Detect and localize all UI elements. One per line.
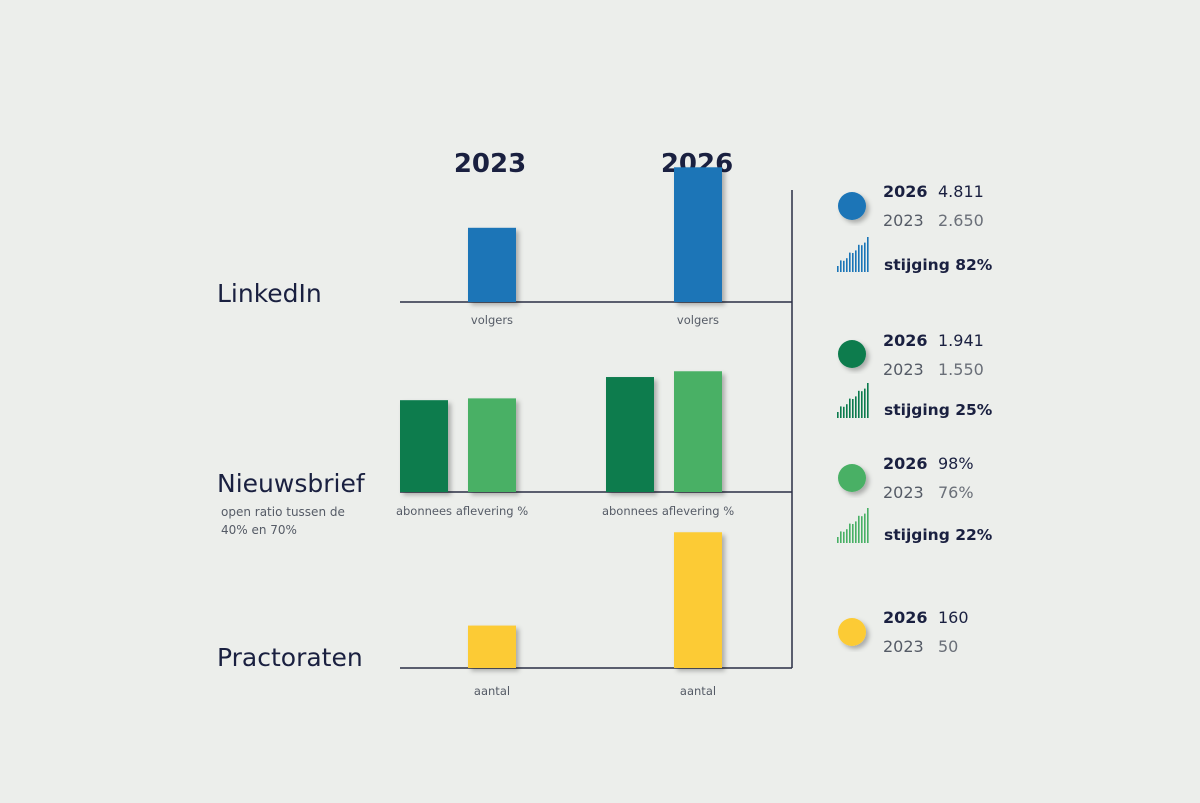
row-note-line-1: open ratio tussen de	[221, 505, 345, 519]
bar-growth-icon-bar	[855, 396, 857, 418]
legend-value-2023: 76%	[938, 483, 974, 502]
bar-growth-icon-bar	[837, 412, 839, 418]
bar-growth-icon-bar	[861, 245, 863, 272]
bar-growth-icon-bar	[858, 515, 860, 543]
bar-label-2026: abonnees	[602, 504, 658, 518]
row-title-linkedin: LinkedIn	[217, 279, 322, 308]
bar-linkedin-volgers-2023	[468, 227, 516, 302]
bar-label-2026: volgers	[677, 313, 719, 327]
legend-dot	[838, 464, 866, 492]
row-title-practoraten: Practoraten	[217, 643, 363, 672]
legend-value-2023: 1.550	[938, 360, 984, 379]
bar-nieuwsbrief-aflevering-2023	[468, 398, 516, 492]
bar-growth-icon-bar	[864, 513, 866, 543]
bar-label-2026: aantal	[680, 684, 716, 698]
bar-growth-icon-bar	[843, 531, 845, 543]
bar-growth-icon-bar	[840, 260, 842, 272]
bar-growth-icon-bar	[855, 521, 857, 543]
bar-practoraten-aantal-2023	[468, 625, 516, 668]
bar-label-2023: aflevering %	[456, 504, 528, 518]
bar-growth-icon	[837, 383, 869, 418]
bar-nieuwsbrief-aflevering-2026	[674, 371, 722, 492]
bar-growth-icon-bar	[861, 516, 863, 543]
legend-dot	[838, 340, 866, 368]
bar-growth-icon-bar	[858, 244, 860, 272]
bar-label-2026: aflevering %	[662, 504, 734, 518]
legend-value-2023: 2.650	[938, 211, 984, 230]
bar-nieuwsbrief-abonnees-2026	[606, 377, 654, 492]
bar-growth-icon-bar	[843, 260, 845, 272]
bar-growth-icon-bar	[846, 258, 848, 272]
bar-growth-icon-bar	[855, 250, 857, 272]
bar-growth-icon-bar	[864, 242, 866, 272]
bar-growth-icon	[837, 237, 869, 272]
legend-value-2023: 50	[938, 637, 958, 656]
legend-dot	[838, 618, 866, 646]
legend-value-2026: 160	[938, 608, 969, 627]
legend-item-4: 2026 160 2023 50	[838, 608, 969, 656]
legend-item-1: 2026 4.811 2023 2.650 stijging 82%	[837, 182, 993, 274]
legend-year-2023: 2023	[883, 637, 924, 656]
bar-growth-icon-bar	[840, 406, 842, 418]
bar-growth-icon-bar	[864, 388, 866, 418]
bar-growth-icon-bar	[867, 383, 869, 418]
legend-year-2023: 2023	[883, 360, 924, 379]
bar-growth-icon-bar	[846, 404, 848, 418]
bar-growth-icon-bar	[849, 252, 851, 272]
bar-growth-icon-bar	[852, 399, 854, 418]
bar-growth-icon-bar	[867, 237, 869, 272]
bar-growth-icon-bar	[861, 391, 863, 418]
legend-dot	[838, 192, 866, 220]
bar-label-2023: volgers	[471, 313, 513, 327]
bar-label-2023: abonnees	[396, 504, 452, 518]
bar-growth-icon-bar	[858, 390, 860, 418]
legend-growth-text: stijging 25%	[884, 401, 993, 419]
legend-year-2026: 2026	[883, 182, 928, 201]
row-note-line-2: 40% en 70%	[221, 523, 297, 537]
bar-label-2023: aantal	[474, 684, 510, 698]
bar-nieuwsbrief-abonnees-2023	[400, 400, 448, 492]
legend-value-2026: 1.941	[938, 331, 984, 350]
bar-growth-icon-bar	[852, 253, 854, 272]
legend-growth-text: stijging 22%	[884, 526, 993, 544]
bar-growth-icon-bar	[843, 406, 845, 418]
row-title-nieuwsbrief: Nieuwsbrief	[217, 469, 366, 498]
bar-growth-icon-bar	[849, 398, 851, 418]
legend-year-2023: 2023	[883, 483, 924, 502]
bar-linkedin-volgers-2026	[674, 167, 722, 302]
bar-growth-icon	[837, 508, 869, 543]
legend-growth-text: stijging 82%	[884, 256, 993, 274]
bar-growth-icon-bar	[846, 529, 848, 543]
legend-value-2026: 98%	[938, 454, 974, 473]
bar-growth-icon-bar	[840, 531, 842, 543]
year-header-2023: 2023	[454, 149, 526, 179]
legend-year-2026: 2026	[883, 331, 928, 350]
legend-year-2023: 2023	[883, 211, 924, 230]
bar-growth-icon-bar	[837, 266, 839, 272]
bar-practoraten-aantal-2026	[674, 532, 722, 668]
legend-year-2026: 2026	[883, 608, 928, 627]
bar-growth-icon-bar	[852, 524, 854, 543]
legend-value-2026: 4.811	[938, 182, 984, 201]
bar-growth-icon-bar	[867, 508, 869, 543]
legend-item-3: 2026 98% 2023 76% stijging 22%	[837, 454, 993, 544]
legend-year-2026: 2026	[883, 454, 928, 473]
legend-item-2: 2026 1.941 2023 1.550 stijging 25%	[837, 331, 993, 419]
bar-growth-icon-bar	[849, 523, 851, 543]
bar-growth-icon-bar	[837, 537, 839, 543]
